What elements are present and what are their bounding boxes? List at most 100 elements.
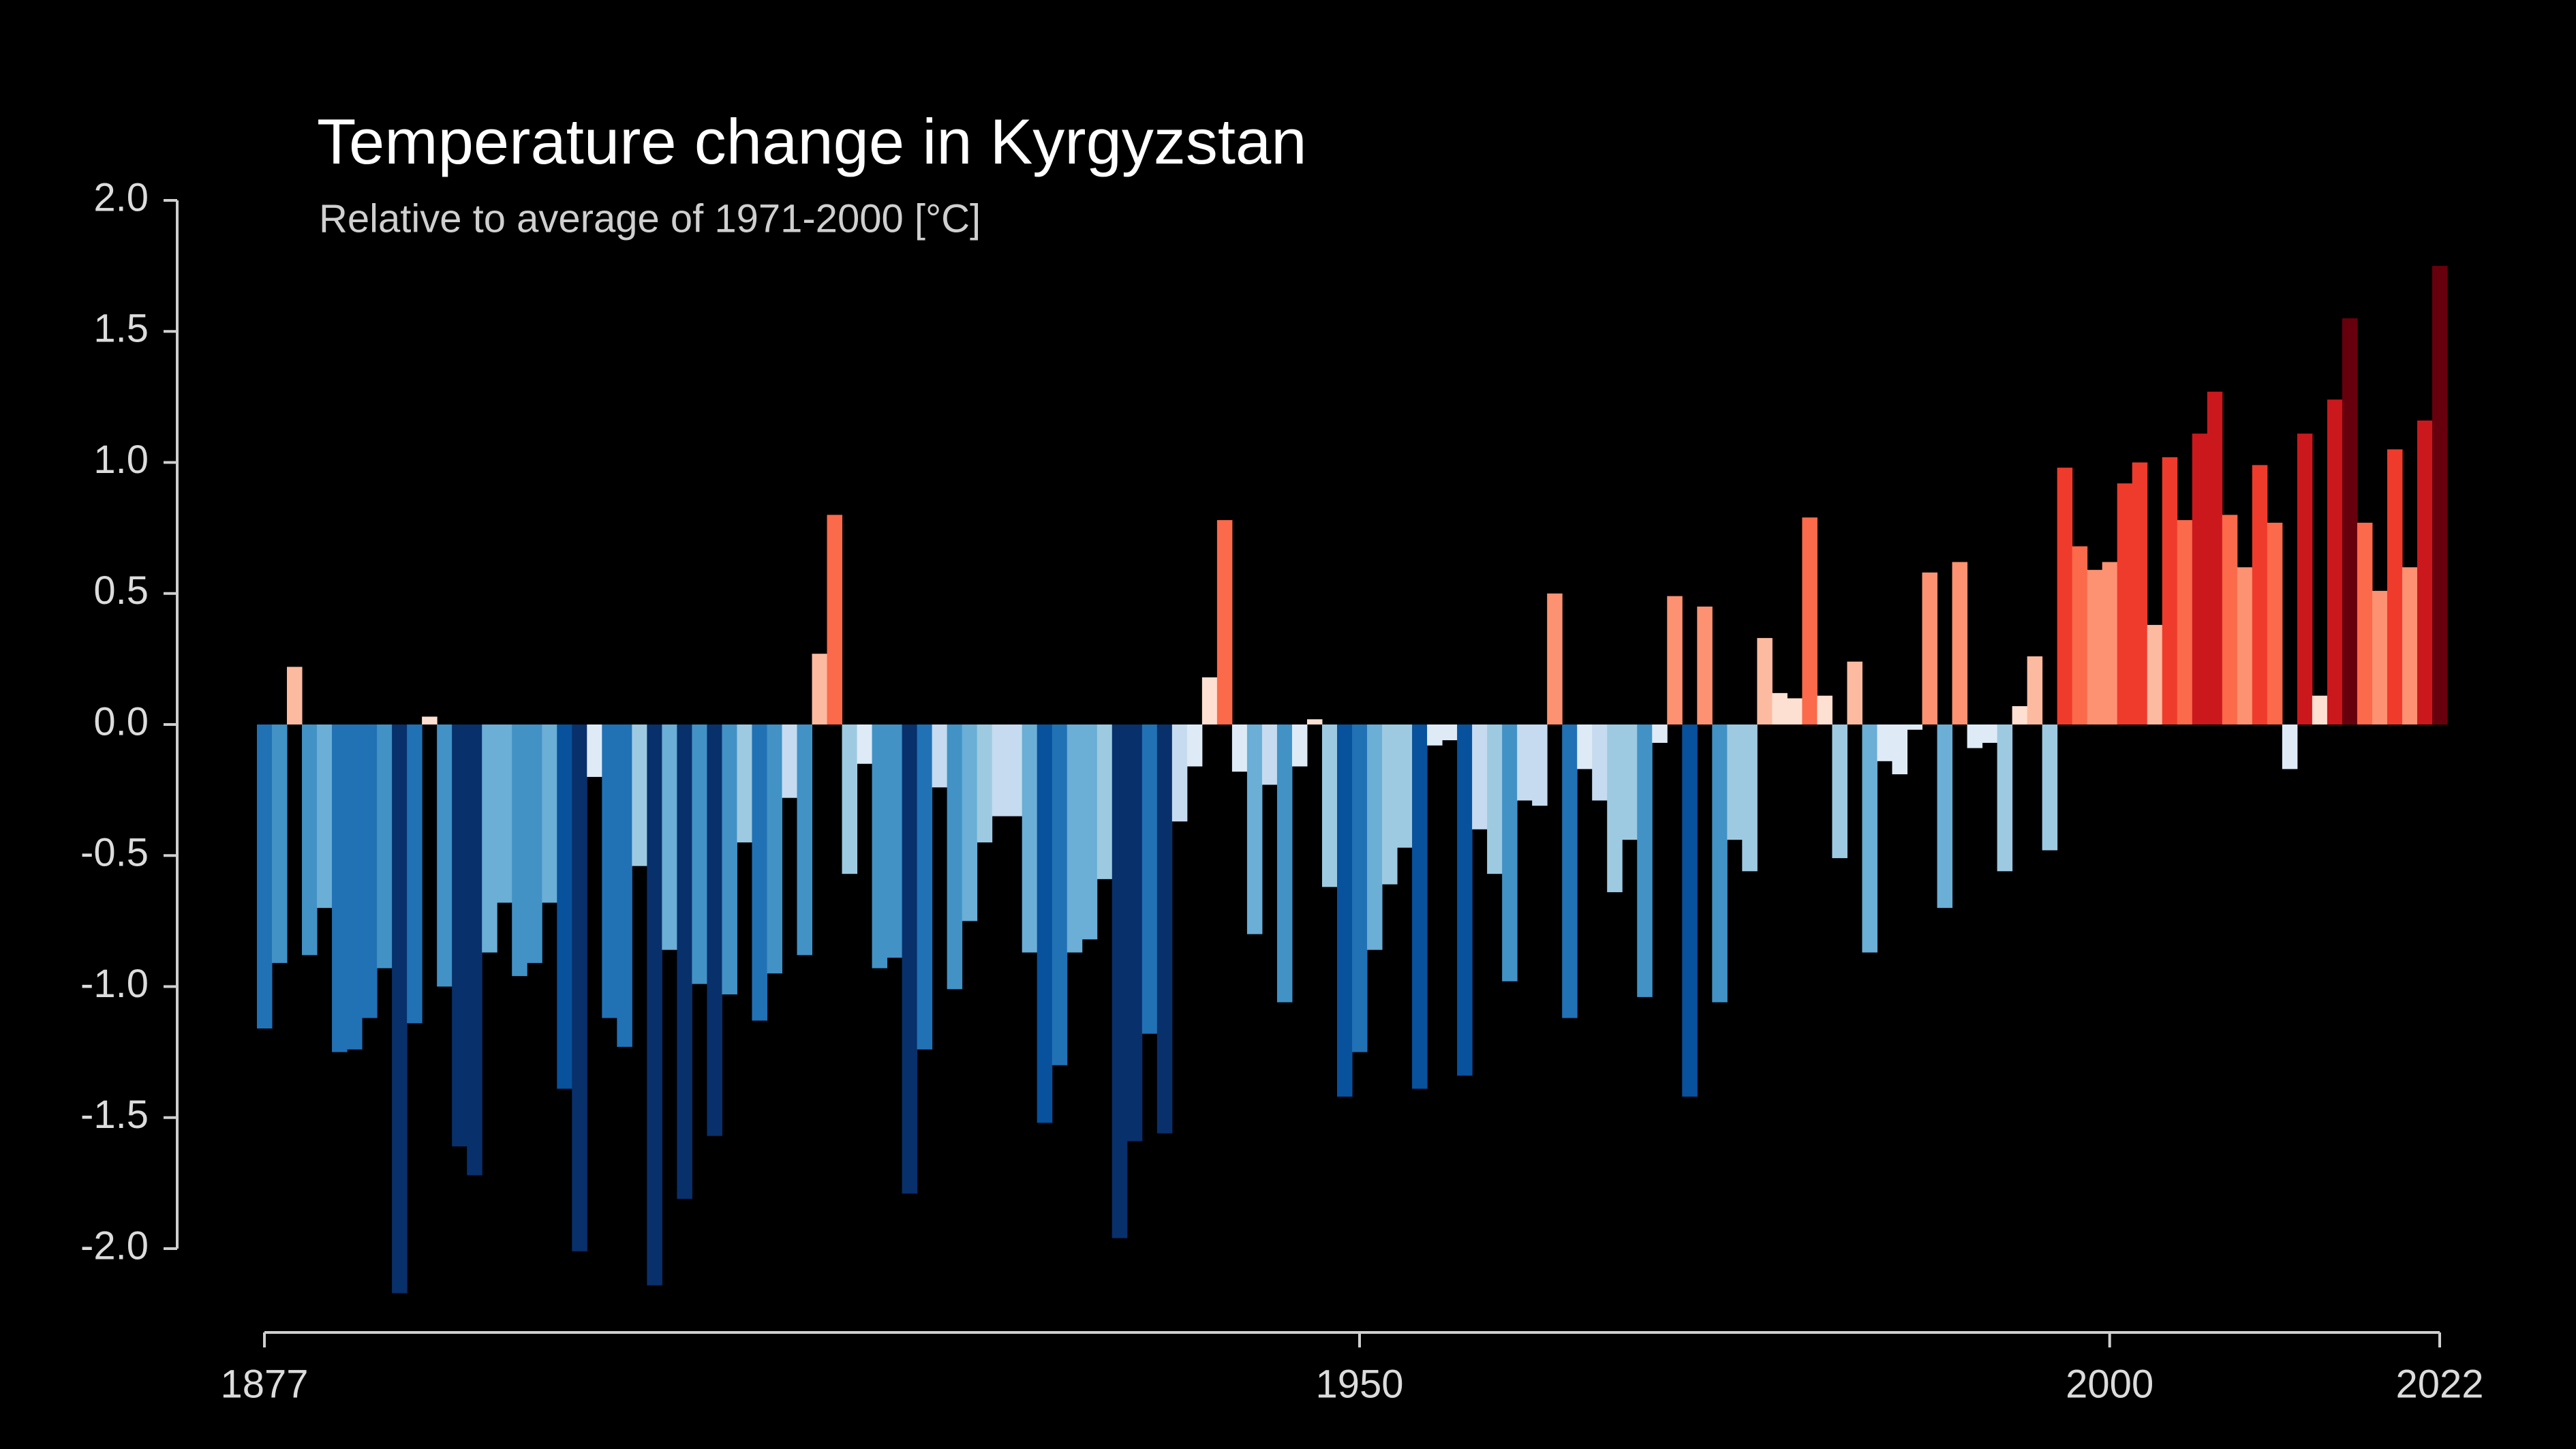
bar xyxy=(767,724,782,974)
y-tick-label: 0.5 xyxy=(93,568,149,613)
bar xyxy=(887,724,903,958)
bar xyxy=(1052,724,1068,1065)
bar xyxy=(1412,724,1428,1089)
bar xyxy=(647,724,662,1285)
bar xyxy=(692,724,707,984)
bar xyxy=(2312,695,2328,724)
bar xyxy=(1712,724,1728,1003)
bar xyxy=(902,724,918,1194)
bar xyxy=(1427,724,1443,746)
bar xyxy=(1321,724,1338,887)
bar xyxy=(2207,391,2223,724)
bar xyxy=(1727,724,1743,840)
bar xyxy=(1201,677,1218,724)
bar xyxy=(1111,724,1128,1238)
bar xyxy=(1097,724,1113,879)
bar xyxy=(842,724,858,874)
bar xyxy=(1757,638,1773,724)
bar xyxy=(1622,724,1638,840)
bar xyxy=(1892,724,1908,775)
bar xyxy=(1261,724,1278,785)
bar xyxy=(1246,724,1263,934)
y-tick-label: -2.0 xyxy=(80,1223,149,1268)
bar xyxy=(1367,724,1383,950)
bar xyxy=(1637,724,1653,997)
bar xyxy=(2177,520,2193,724)
bar xyxy=(2042,724,2058,851)
bar xyxy=(2132,462,2148,724)
bar xyxy=(1592,724,1608,801)
bar xyxy=(857,724,873,764)
bar xyxy=(2027,656,2043,724)
bar xyxy=(2357,522,2373,724)
bar xyxy=(1082,724,1098,940)
bar xyxy=(317,724,333,909)
bar xyxy=(677,724,692,1199)
bar xyxy=(1802,517,1818,724)
bar xyxy=(452,724,467,1147)
y-tick-label: 2.0 xyxy=(93,175,149,219)
bar xyxy=(1502,724,1518,981)
bar xyxy=(1817,695,1833,724)
bar xyxy=(272,724,288,963)
bar xyxy=(1997,724,2013,872)
bar xyxy=(2117,483,2133,724)
bar xyxy=(2147,624,2163,724)
bar xyxy=(2267,522,2283,724)
bar xyxy=(572,724,587,1251)
bar xyxy=(1667,596,1683,724)
bar xyxy=(302,724,318,956)
bar xyxy=(482,724,497,953)
bar xyxy=(1832,724,1847,859)
bar xyxy=(347,724,363,1050)
bar xyxy=(617,724,632,1047)
bar xyxy=(377,724,393,968)
bar xyxy=(2387,449,2403,724)
bar xyxy=(1352,724,1368,1052)
bar xyxy=(1787,698,1803,724)
bar xyxy=(632,724,647,866)
bar xyxy=(1306,719,1323,724)
bar xyxy=(977,724,993,843)
bar xyxy=(2012,706,2028,724)
y-tick-label: -1.5 xyxy=(80,1093,149,1137)
bar xyxy=(1276,724,1293,1003)
bar xyxy=(2432,266,2448,724)
bar xyxy=(256,724,273,1029)
bar xyxy=(1171,724,1188,822)
bar xyxy=(1022,724,1038,953)
bar xyxy=(1562,724,1578,1018)
bar xyxy=(1517,724,1533,801)
bar xyxy=(1967,724,1983,748)
bar xyxy=(332,724,348,1052)
bar xyxy=(422,716,438,724)
bar xyxy=(917,724,933,1050)
bar xyxy=(2162,457,2178,724)
bar xyxy=(812,654,828,724)
bar xyxy=(2192,433,2208,724)
bar xyxy=(1126,724,1143,1142)
bar xyxy=(827,515,843,724)
bar xyxy=(2402,567,2418,724)
bar xyxy=(587,724,602,777)
bar xyxy=(1457,724,1473,1076)
bar xyxy=(1382,724,1398,885)
bar xyxy=(1442,724,1458,741)
bar xyxy=(2417,420,2433,724)
bar xyxy=(1067,724,1083,953)
bar xyxy=(992,724,1008,817)
bar xyxy=(2297,433,2313,724)
bar xyxy=(1156,724,1173,1133)
bar xyxy=(2252,465,2268,724)
bar xyxy=(1547,593,1563,724)
bar xyxy=(287,667,303,724)
bar xyxy=(1922,572,1938,724)
bar xyxy=(2342,318,2358,724)
bar xyxy=(737,724,752,843)
bar xyxy=(1141,724,1158,1034)
bar xyxy=(1742,724,1758,872)
bar xyxy=(1682,724,1698,1097)
bar xyxy=(542,724,557,903)
bar xyxy=(1607,724,1623,893)
y-tick-label: 1.0 xyxy=(93,438,149,482)
